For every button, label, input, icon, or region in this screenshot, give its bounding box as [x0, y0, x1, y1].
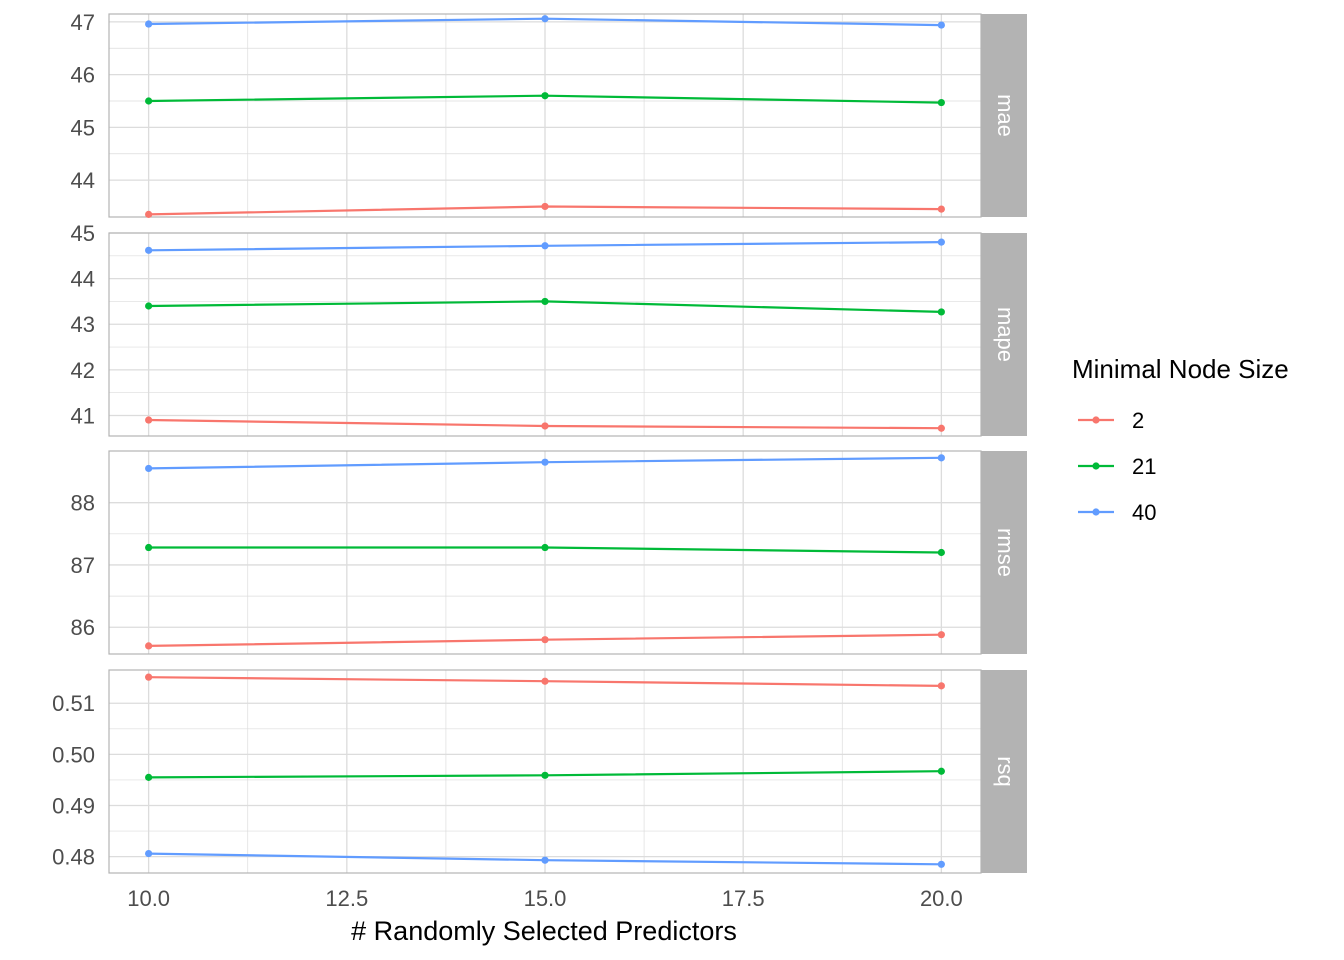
data-point-21 [541, 771, 549, 779]
y-tick-label: 88 [71, 491, 95, 516]
data-point-40 [541, 856, 549, 864]
legend-key-point [1092, 416, 1100, 424]
legend: Minimal Node Size 2 21 40 [1072, 354, 1289, 525]
data-point-21 [937, 548, 945, 557]
y-tick-label: 44 [71, 267, 95, 292]
data-point-21 [541, 543, 549, 552]
y-tick-label: 46 [71, 63, 95, 88]
y-tick-label: 41 [71, 403, 95, 428]
facet-strip-label: rsq [993, 756, 1018, 787]
data-point-2 [145, 642, 153, 650]
data-point-21 [541, 92, 549, 100]
data-point-21 [937, 98, 945, 107]
y-tick-label: 42 [71, 358, 95, 383]
facet-panel-mape: 41 42 43 44 45 mape [71, 221, 1027, 437]
x-tick-label: 10.0 [127, 886, 170, 911]
y-tick-label: 87 [71, 553, 95, 578]
legend-label: 21 [1132, 454, 1156, 479]
data-point-2 [145, 673, 153, 681]
data-point-40 [937, 238, 945, 246]
x-axis-title: # Randomly Selected Predictors [351, 916, 737, 946]
facet-strip [981, 670, 1027, 873]
legend-entry-21: 21 [1078, 454, 1156, 479]
facet-strip-label: mae [993, 94, 1018, 137]
data-point-2 [145, 210, 153, 218]
legend-entry-2: 2 [1078, 408, 1144, 433]
y-tick-label: 0.50 [52, 742, 95, 767]
legend-title: Minimal Node Size [1072, 354, 1289, 384]
data-point-2 [541, 677, 549, 685]
legend-key-point [1092, 462, 1100, 470]
facets-layer: 44454647mae4142434445mape868788rmse0.480… [52, 10, 1027, 874]
data-point-40 [145, 464, 153, 473]
data-point-2 [541, 422, 549, 430]
data-point-21 [541, 297, 549, 306]
legend-entry-40: 40 [1078, 500, 1156, 525]
data-point-21 [145, 773, 153, 781]
data-point-40 [541, 458, 549, 466]
data-point-2 [541, 636, 549, 644]
data-point-2 [937, 631, 945, 639]
x-tick-label: 17.5 [722, 886, 765, 911]
data-point-2 [541, 202, 549, 211]
x-axis: 10.0 12.5 15.0 17.5 20.0 [127, 886, 963, 911]
data-point-21 [145, 543, 153, 552]
facet-strip-label: mape [993, 307, 1018, 362]
data-point-40 [145, 246, 153, 254]
data-point-40 [937, 860, 945, 868]
data-point-40 [937, 454, 945, 462]
data-point-21 [145, 97, 153, 105]
data-point-40 [541, 242, 549, 250]
y-tick-label: 0.49 [52, 794, 95, 819]
x-tick-label: 12.5 [325, 886, 368, 911]
y-tick-label: 47 [71, 10, 95, 35]
data-point-40 [541, 15, 549, 23]
data-point-40 [145, 20, 153, 28]
facet-strip [981, 14, 1027, 217]
data-point-2 [145, 416, 153, 424]
facet-strip [981, 233, 1027, 436]
data-point-40 [145, 849, 153, 858]
data-point-21 [937, 767, 945, 775]
legend-key-point [1092, 508, 1100, 516]
data-point-2 [937, 205, 945, 213]
y-tick-label: 45 [71, 115, 95, 140]
x-tick-label: 20.0 [920, 886, 963, 911]
data-point-2 [937, 424, 945, 432]
legend-label: 2 [1132, 408, 1144, 433]
x-tick-label: 15.0 [524, 886, 567, 911]
facet-strip-label: rmse [993, 528, 1018, 577]
y-tick-label: 0.51 [52, 691, 95, 716]
legend-label: 40 [1132, 500, 1156, 525]
facet-strip [981, 451, 1027, 654]
data-point-2 [937, 682, 945, 690]
y-tick-label: 45 [71, 221, 95, 246]
facet-panel-rmse: 86 87 88 rmse [71, 450, 1027, 655]
y-tick-label: 44 [71, 168, 95, 193]
y-tick-label: 86 [71, 615, 95, 640]
facet-panel-mae: 44 45 46 47 mae [71, 10, 1027, 218]
facet-panel-rsq: 0.48 0.49 0.50 0.51 rsq [52, 669, 1027, 874]
data-point-21 [145, 302, 153, 310]
data-point-21 [937, 308, 945, 316]
data-point-40 [937, 21, 945, 29]
y-tick-label: 0.48 [52, 845, 95, 870]
y-tick-label: 43 [71, 312, 95, 337]
